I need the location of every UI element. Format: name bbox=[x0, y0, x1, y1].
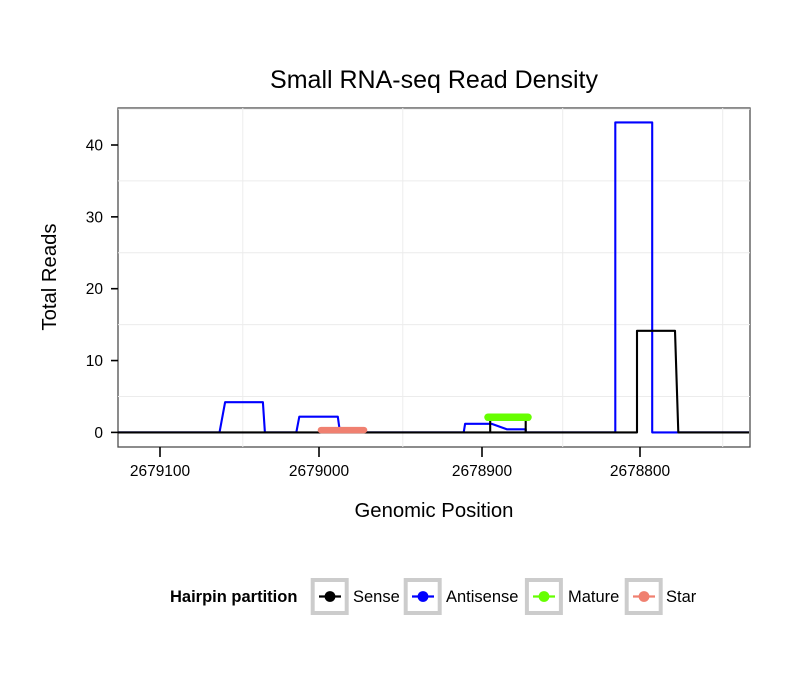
svg-text:40: 40 bbox=[86, 137, 104, 154]
svg-text:Mature: Mature bbox=[568, 588, 619, 606]
svg-text:30: 30 bbox=[86, 209, 104, 226]
svg-text:Hairpin partition: Hairpin partition bbox=[170, 588, 297, 606]
svg-text:Star: Star bbox=[666, 588, 697, 606]
svg-text:Sense: Sense bbox=[353, 588, 400, 606]
svg-text:Small RNA-seq Read Density: Small RNA-seq Read Density bbox=[270, 66, 598, 94]
svg-text:0: 0 bbox=[94, 425, 103, 442]
svg-text:2678800: 2678800 bbox=[610, 463, 671, 480]
svg-text:2678900: 2678900 bbox=[452, 463, 513, 480]
svg-text:Total Reads: Total Reads bbox=[39, 223, 61, 330]
svg-text:20: 20 bbox=[86, 281, 104, 298]
svg-text:10: 10 bbox=[86, 353, 104, 370]
svg-text:2679000: 2679000 bbox=[289, 463, 350, 480]
svg-text:Antisense: Antisense bbox=[446, 588, 518, 606]
svg-text:Genomic Position: Genomic Position bbox=[355, 500, 514, 522]
svg-text:2679100: 2679100 bbox=[130, 463, 191, 480]
